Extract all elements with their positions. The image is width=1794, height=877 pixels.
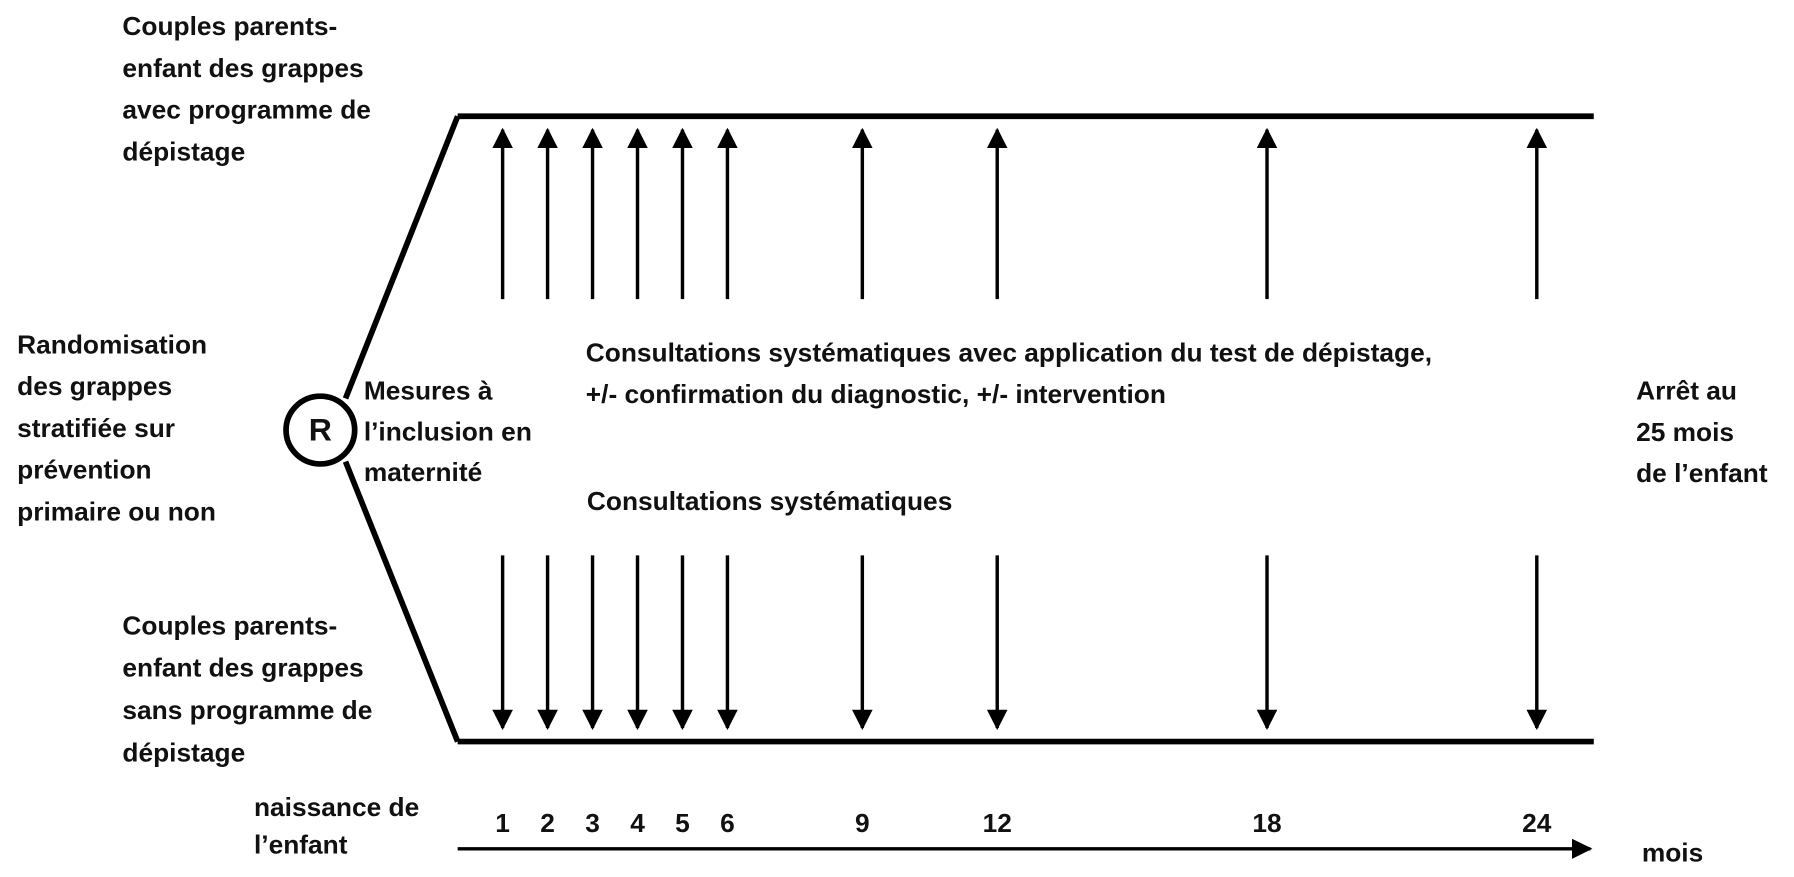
branch-top [342,115,461,400]
month-label: 9 [855,808,870,838]
month-label: 18 [1252,808,1281,838]
branch-bottom [342,460,461,743]
randomisation-label: des grappes [17,371,172,401]
group-label: Couples parents- [122,11,337,41]
birth-label: l’enfant [254,830,348,860]
group-label: Couples parents- [122,611,337,641]
randomisation-label: Randomisation [17,330,207,360]
month-label: 1 [495,808,510,838]
month-label: 24 [1522,808,1552,838]
consultations-screening: Consultations systématiques avec applica… [586,337,1432,367]
month-label: 6 [720,808,735,838]
month-label: 5 [675,808,690,838]
randomisation-label: stratifiée sur [17,413,175,443]
r-circle [283,393,358,467]
randomisation-label: primaire ou non [17,497,216,527]
consultations-screening: +/- confirmation du diagnostic, +/- inte… [586,379,1166,409]
group-label: sans programme de [122,695,372,725]
end-label: de l’enfant [1636,458,1768,488]
group-label: enfant des grappes [122,653,363,683]
randomisation-label: prévention [17,455,151,485]
end-label: 25 mois [1636,417,1734,447]
month-label: 2 [540,808,555,838]
inclusion-label: l’inclusion en [364,416,532,446]
inclusion-label: maternité [364,457,482,487]
axis-unit: mois [1642,837,1703,867]
group-label: dépistage [122,738,245,768]
group-label: avec programme de [122,95,371,125]
group-label: dépistage [122,137,245,167]
birth-label: naissance de [254,792,419,822]
month-label: 3 [585,808,600,838]
consultations-control: Consultations systématiques [587,486,952,516]
month-label: 4 [630,808,645,838]
r-symbol: R [309,412,332,448]
inclusion-label: Mesures à [364,376,493,406]
end-label: Arrêt au [1636,376,1737,406]
month-label: 12 [983,808,1012,838]
group-label: enfant des grappes [122,53,363,83]
